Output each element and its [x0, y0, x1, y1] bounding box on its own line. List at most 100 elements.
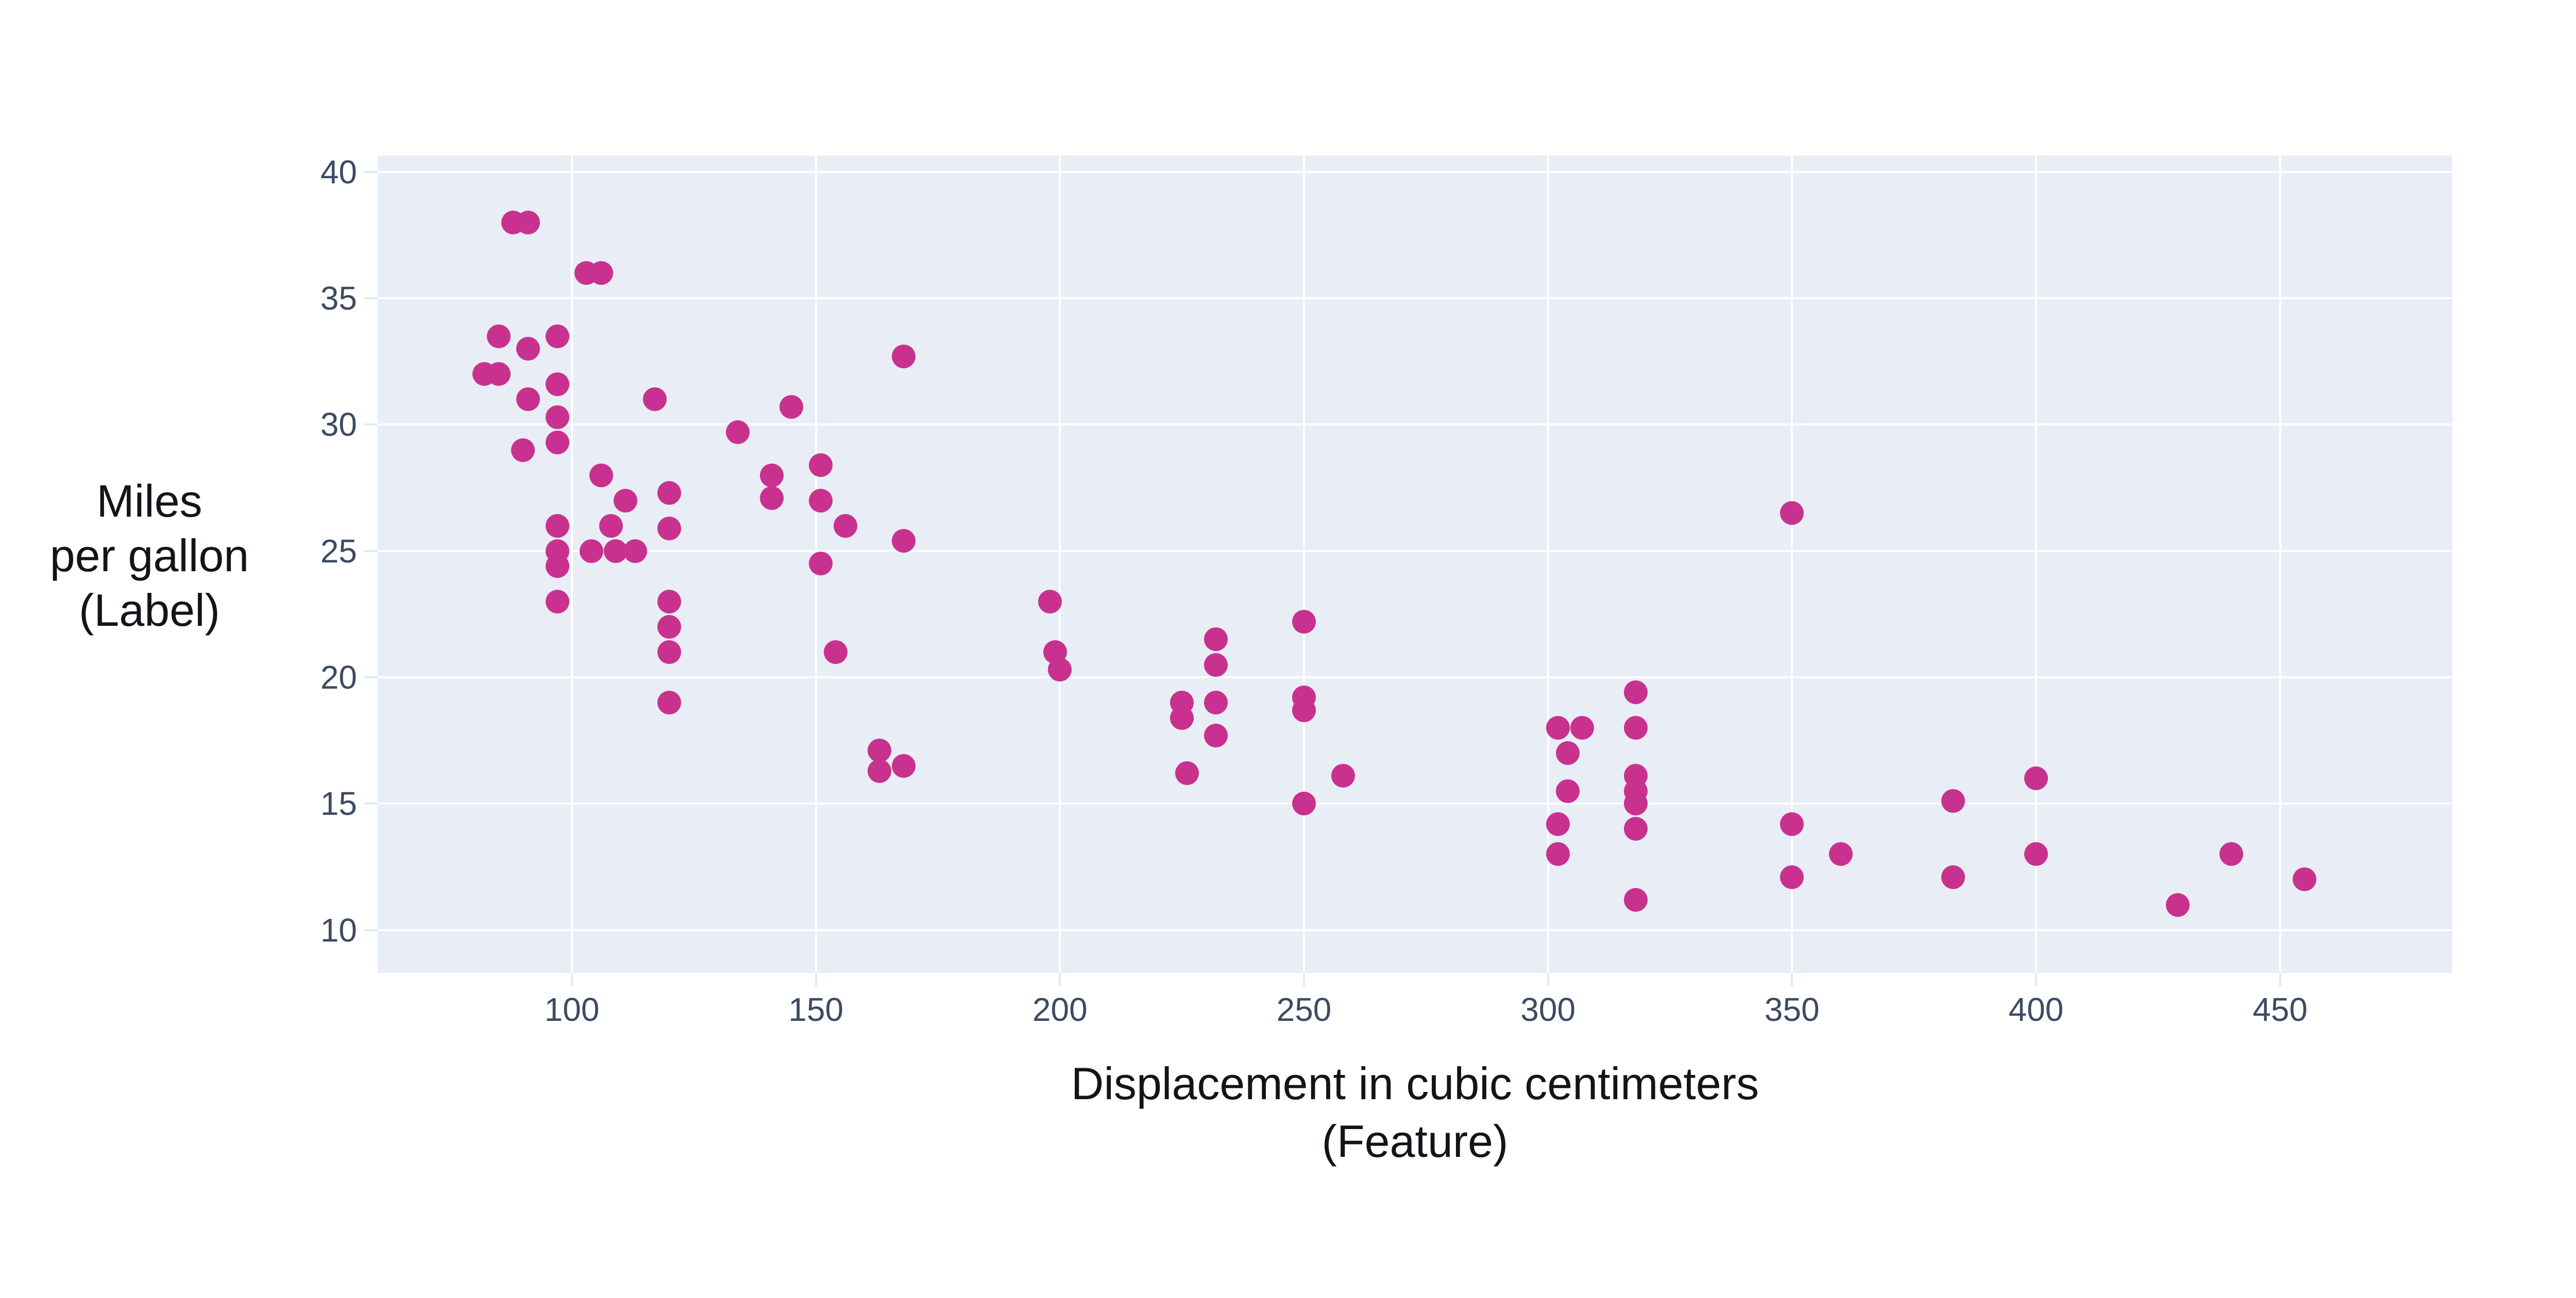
x-axis-title: Displacement in cubic centimeters (Featu… — [378, 1055, 2452, 1170]
scatter-point — [657, 691, 682, 715]
scatter-point — [579, 539, 603, 563]
scatter-point — [1546, 842, 1570, 866]
scatter-point — [1624, 792, 1648, 816]
x-gridline-350 — [1791, 156, 1793, 973]
x-tick-label-350: 350 — [1764, 991, 1820, 1028]
scatter-point — [726, 420, 750, 445]
y-gridline-30 — [378, 423, 2452, 426]
scatter-point — [2219, 842, 2243, 866]
x-tick-mark-350 — [1791, 973, 1793, 986]
scatter-point — [809, 552, 833, 576]
scatter-point — [614, 488, 638, 513]
scatter-point — [516, 211, 540, 234]
scatter-point — [892, 529, 916, 553]
scatter-point — [760, 486, 784, 510]
scatter-point — [760, 463, 784, 487]
y-tick-label-15: 15 — [320, 785, 357, 823]
x-tick-label-200: 200 — [1032, 991, 1088, 1028]
x-tick-label-150: 150 — [788, 991, 844, 1028]
y-tick-mark-40 — [364, 170, 378, 173]
scatter-point — [545, 405, 569, 429]
y-gridline-35 — [378, 297, 2452, 300]
x-tick-mark-150 — [815, 973, 817, 986]
x-tick-mark-200 — [1059, 973, 1061, 986]
y-tick-mark-35 — [364, 297, 378, 300]
y-tick-label-20: 20 — [320, 659, 357, 696]
plot-area[interactable] — [378, 156, 2452, 973]
scatter-point — [2165, 893, 2190, 917]
scatter-point — [545, 324, 569, 348]
x-gridline-200 — [1059, 156, 1061, 973]
scatter-point — [1555, 741, 1580, 765]
scatter-point — [1546, 716, 1570, 740]
scatter-point — [2024, 766, 2048, 791]
scatter-point — [1941, 865, 1965, 889]
scatter-point — [892, 754, 916, 778]
scatter-point — [1829, 842, 1853, 866]
y-axis-title-line-1: Miles — [96, 475, 202, 526]
x-tick-mark-450 — [2279, 973, 2281, 986]
scatter-point — [1331, 764, 1355, 788]
scatter-point — [1292, 610, 1316, 634]
y-tick-label-40: 40 — [320, 153, 357, 191]
scatter-point — [545, 554, 569, 578]
y-tick-label-10: 10 — [320, 911, 357, 949]
scatter-point — [1624, 817, 1648, 841]
scatter-point — [545, 589, 569, 613]
scatter-point — [1204, 627, 1228, 652]
y-tick-mark-20 — [364, 676, 378, 679]
x-gridline-450 — [2279, 156, 2281, 973]
scatter-point — [823, 640, 848, 664]
scatter-point — [657, 640, 682, 664]
x-tick-label-450: 450 — [2252, 991, 2308, 1028]
y-tick-label-30: 30 — [320, 406, 357, 443]
scatter-point — [657, 516, 682, 540]
scatter-point — [1941, 789, 1965, 813]
scatter-point — [599, 514, 623, 538]
y-tick-mark-30 — [364, 423, 378, 426]
scatter-point — [516, 387, 540, 412]
x-gridline-250 — [1302, 156, 1305, 973]
scatter-point — [1292, 698, 1316, 722]
scatter-point — [1204, 723, 1228, 747]
x-axis-title-line-1: Displacement in cubic centimeters — [1071, 1058, 1759, 1109]
scatter-point — [809, 488, 833, 513]
x-tick-mark-400 — [2035, 973, 2037, 986]
scatter-point — [1555, 779, 1580, 803]
scatter-point — [1292, 792, 1316, 816]
x-gridline-400 — [2035, 156, 2037, 973]
y-tick-mark-10 — [364, 929, 378, 931]
scatter-point — [589, 463, 613, 487]
scatter-point — [1624, 716, 1648, 740]
scatter-point — [892, 345, 916, 368]
y-gridline-40 — [378, 170, 2452, 173]
scatter-point — [486, 362, 511, 386]
scatter-point — [809, 453, 833, 477]
y-axis-title-line-2: per gallon — [49, 530, 249, 581]
scatter-point — [545, 430, 569, 454]
scatter-point — [1624, 680, 1648, 705]
scatter-point — [1175, 761, 1199, 785]
scatter-point — [657, 614, 682, 639]
scatter-point — [657, 589, 682, 613]
scatter-point — [1780, 812, 1804, 836]
y-gridline-25 — [378, 550, 2452, 552]
scatter-point — [1048, 658, 1072, 682]
x-tick-label-400: 400 — [2008, 991, 2064, 1028]
scatter-point — [486, 324, 511, 348]
scatter-point — [867, 739, 891, 763]
y-tick-label-25: 25 — [320, 532, 357, 570]
scatter-point — [1780, 865, 1804, 889]
x-tick-label-100: 100 — [544, 991, 600, 1028]
scatter-point — [1170, 706, 1194, 730]
x-tick-mark-100 — [571, 973, 573, 986]
y-tick-mark-15 — [364, 802, 378, 805]
y-gridline-15 — [378, 802, 2452, 805]
scatter-point — [867, 759, 891, 783]
scatter-point — [1624, 887, 1648, 912]
scatter-point — [1780, 501, 1804, 525]
x-tick-label-300: 300 — [1520, 991, 1576, 1028]
scatter-point — [1204, 691, 1228, 715]
scatter-point — [1204, 653, 1228, 677]
x-gridline-300 — [1547, 156, 1549, 973]
